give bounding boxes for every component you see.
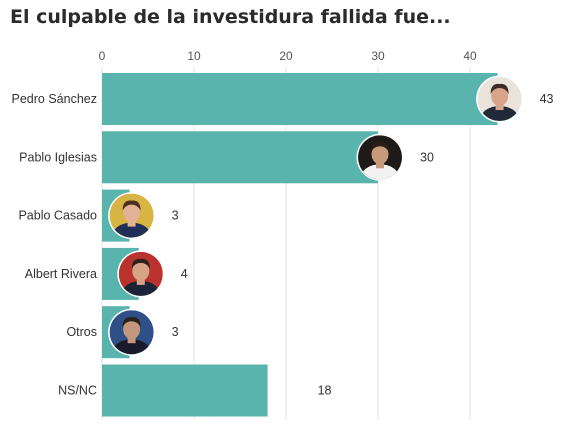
category-label: NS/NC xyxy=(58,384,97,398)
bar xyxy=(102,131,378,184)
bar xyxy=(102,364,268,417)
category-label: Otros xyxy=(66,325,97,339)
person-photo-icon xyxy=(108,308,156,356)
x-tick-label: 0 xyxy=(99,49,106,63)
person-photo-icon xyxy=(356,133,404,181)
person-photo-icon xyxy=(476,75,524,123)
value-label: 3 xyxy=(172,325,179,339)
bar-series xyxy=(102,73,498,417)
category-label: Pablo Casado xyxy=(18,209,97,223)
chart-title: El culpable de la investidura fallida fu… xyxy=(10,6,451,28)
value-label: 3 xyxy=(172,209,179,223)
category-labels: Pedro Sánchez Pablo Iglesias Pablo Casado A… xyxy=(12,92,98,398)
value-label: 30 xyxy=(420,150,434,164)
bar xyxy=(102,73,498,125)
grid-layer xyxy=(101,66,471,420)
x-tick-label: 10 xyxy=(187,49,201,63)
category-label: Pablo Iglesias xyxy=(19,150,97,164)
value-label: 4 xyxy=(181,267,188,281)
avatar-layer xyxy=(108,75,524,356)
x-axis: 0 10 20 30 40 xyxy=(99,49,477,63)
x-tick-label: 30 xyxy=(371,49,385,63)
value-label: 18 xyxy=(318,384,332,398)
x-tick-label: 20 xyxy=(279,49,293,63)
value-label: 43 xyxy=(540,92,554,106)
category-label: Albert Rivera xyxy=(25,267,97,281)
x-tick-label: 40 xyxy=(463,49,477,63)
person-photo-icon xyxy=(108,192,156,240)
category-label: Pedro Sánchez xyxy=(12,92,97,106)
person-photo-icon xyxy=(117,250,165,298)
